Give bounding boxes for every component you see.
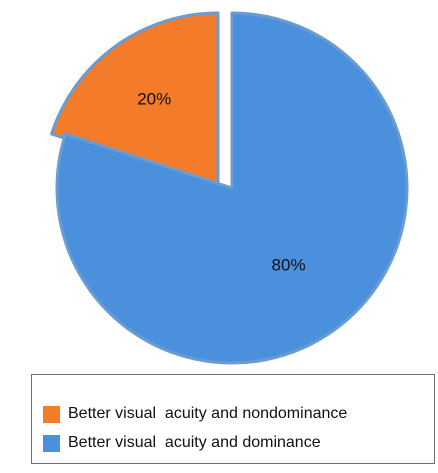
pie-labels: 20% 80%: [137, 90, 305, 275]
legend-item-dominance: Better visual acuity and dominance: [43, 433, 321, 453]
data-label-dominance: 80%: [272, 255, 306, 274]
pie-chart: 20% 80%: [50, 11, 409, 365]
legend-item-nondominance: Better visual acuity and nondominance: [43, 404, 347, 424]
legend-label-dominance: Better visual acuity and dominance: [68, 434, 321, 451]
pie-slices: [50, 11, 409, 365]
legend-label-nondominance: Better visual acuity and nondominance: [68, 405, 348, 422]
legend-swatch-dominance: [43, 434, 60, 452]
legend: Better visual acuity and nondominance Be…: [31, 374, 435, 464]
legend-swatch-nondominance: [43, 405, 60, 423]
slice-dominance: [55, 11, 409, 365]
data-label-nondominance: 20%: [137, 90, 171, 109]
